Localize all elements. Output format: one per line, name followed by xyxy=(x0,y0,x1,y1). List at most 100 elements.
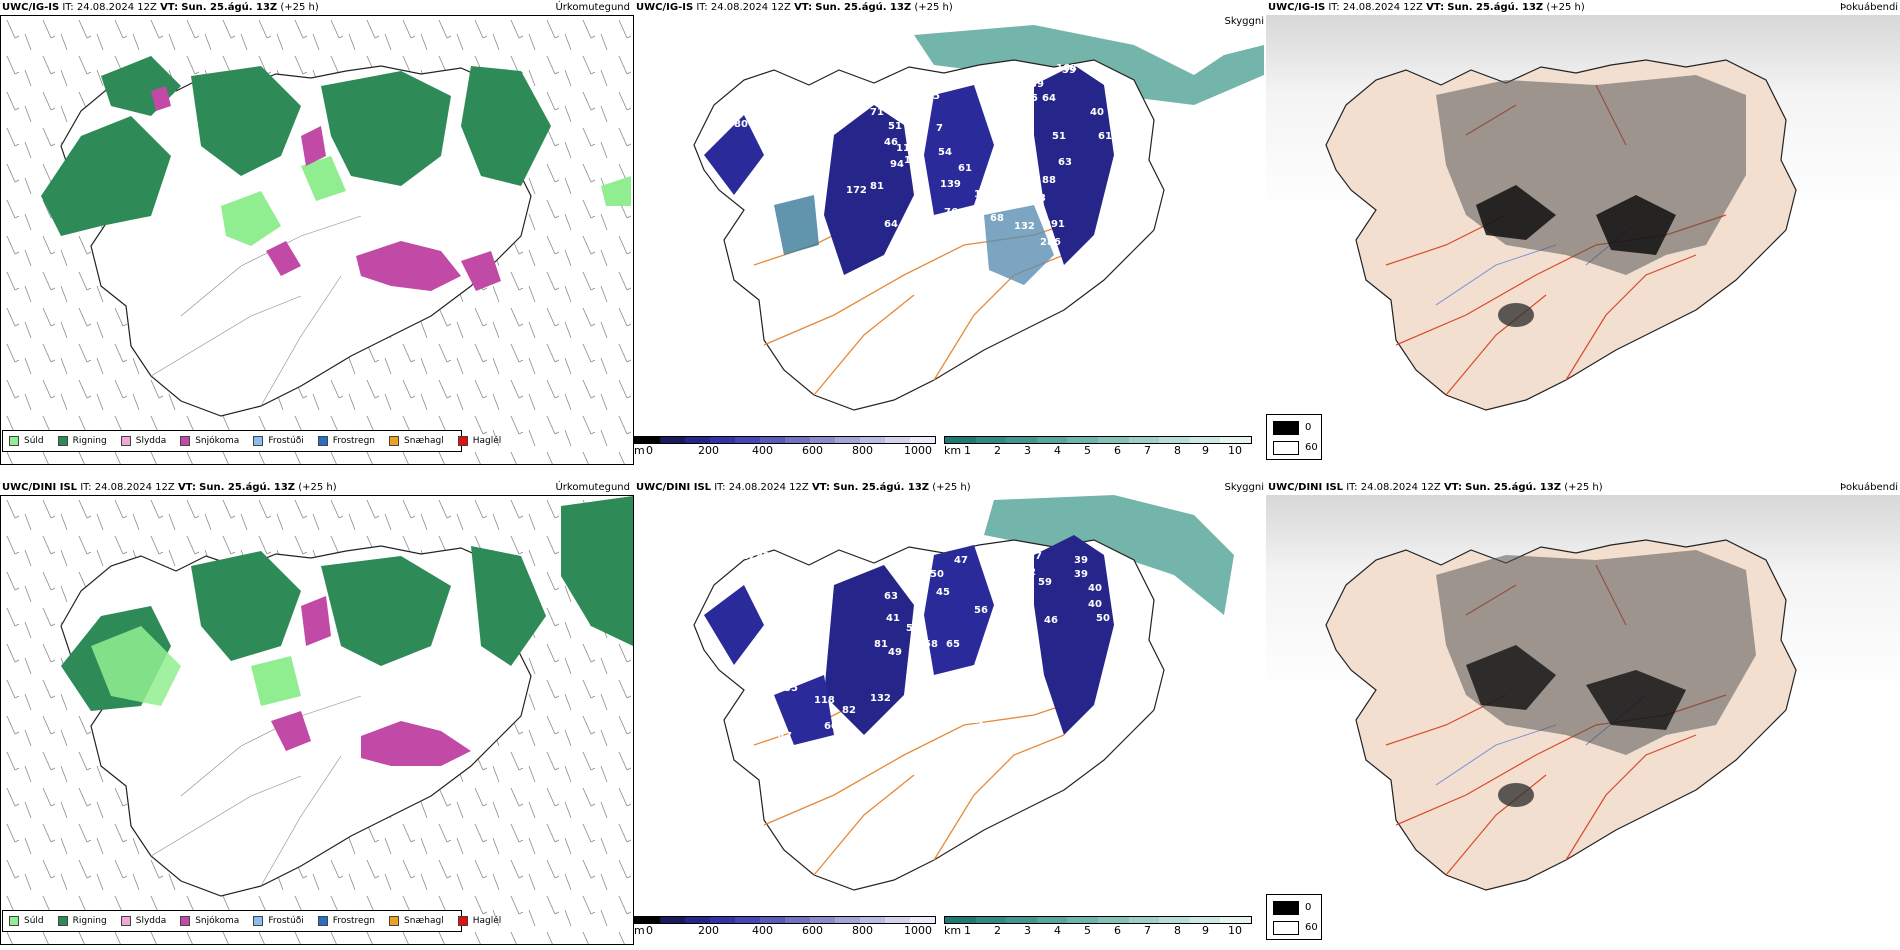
row2-visibility-title: Skyggni xyxy=(1224,482,1264,493)
legend-item: Frostúði xyxy=(253,436,304,446)
visibility-value: 84 xyxy=(730,539,744,550)
legend-item: Frostregn xyxy=(317,436,375,446)
visibility-value: 82 xyxy=(756,551,770,562)
visibility-value: 58 xyxy=(924,639,938,650)
legend-item: Haglél xyxy=(457,916,501,926)
legend-item: Snjókoma xyxy=(180,436,239,446)
row2-fog-legend: 0 60 xyxy=(1266,894,1322,940)
elevation-unit: m xyxy=(634,924,645,937)
visibility-value: 52 xyxy=(940,81,954,92)
visibility-value: 55 xyxy=(784,683,798,694)
visibility-value: 40 xyxy=(1090,107,1104,118)
row1-precip-panel: UWC/IG-IS IT: 24.08.2024 12Z VT: Sun. 25… xyxy=(0,0,634,466)
visibility-value: 52 xyxy=(1022,567,1036,578)
row1-visibility-title: Skyggni xyxy=(1224,16,1264,27)
visibility-value: 103 xyxy=(1016,723,1037,734)
fog-swatch-60 xyxy=(1273,441,1299,455)
visibility-value: 63 xyxy=(1058,157,1072,168)
visibility-value: 40 xyxy=(1088,583,1102,594)
row2-visibility-colorbar: km 1 2 3 4 5 6 7 8 9 10 xyxy=(944,916,1252,938)
row1-visibility-header: UWC/IG-IS IT: 24.08.2024 12Z VT: Sun. 25… xyxy=(636,2,953,13)
visibility-value: 62 xyxy=(1170,137,1184,148)
visibility-value: 68 xyxy=(990,213,1004,224)
elevation-bar xyxy=(634,916,936,924)
visibility-unit: km xyxy=(944,924,962,937)
legend-item: Snæhagl xyxy=(389,916,444,926)
row2-fog-header: UWC/DINI ISL IT: 24.08.2024 12Z VT: Sun.… xyxy=(1268,482,1603,493)
visibility-value: 47 xyxy=(778,731,792,742)
visibility-value: 56 xyxy=(974,605,988,616)
visibility-value: 82 xyxy=(742,551,756,562)
visibility-value: 93 xyxy=(1032,193,1046,204)
row1-visibility-panel: UWC/IG-IS IT: 24.08.2024 12Z VT: Sun. 25… xyxy=(634,0,1266,470)
visibility-value: 93 xyxy=(892,707,906,718)
visibility-value: 89 xyxy=(1086,63,1100,74)
row1-visibility-colorbar: km 1 2 3 4 5 6 7 8 9 10 xyxy=(944,436,1252,458)
visibility-value: 179 xyxy=(1108,219,1129,230)
visibility-value: 63 xyxy=(1120,561,1134,572)
row2-visibility-values: 84 82 84 82 55 63 50 45 47 37 52 59 39 3… xyxy=(708,539,1135,748)
visibility-value: 94 xyxy=(890,159,904,170)
visibility-value: 65 xyxy=(946,639,960,650)
visibility-value: 88 xyxy=(1042,175,1056,186)
row2-visibility-map: 84 82 84 82 55 63 50 45 47 37 52 59 39 3… xyxy=(693,495,1234,891)
elevation-unit: m xyxy=(634,444,645,457)
row2-precip-title: Úrkomutegund xyxy=(555,482,630,493)
row2-visibility-header: UWC/DINI ISL IT: 24.08.2024 12Z VT: Sun.… xyxy=(636,482,971,493)
visibility-value: 38 xyxy=(1132,119,1146,130)
fog-swatch-0 xyxy=(1273,421,1299,435)
visibility-value: 127 xyxy=(974,189,995,200)
legend-item: Súld xyxy=(9,436,44,446)
visibility-value: 51 xyxy=(1052,131,1066,142)
visibility-value: 155 xyxy=(1114,713,1135,724)
visibility-value: 118 xyxy=(814,695,835,706)
visibility-value: 54 xyxy=(938,147,952,158)
visibility-value: 37 xyxy=(1028,551,1042,562)
visibility-value: 100 xyxy=(980,675,1001,686)
visibility-value: 39 xyxy=(1074,555,1088,566)
visibility-bar xyxy=(944,436,1252,444)
visibility-value: 46 xyxy=(1044,615,1058,626)
visibility-value: 69 xyxy=(730,69,744,80)
row1-precip-map-frame xyxy=(0,15,634,465)
visibility-value: 118 xyxy=(1096,239,1117,250)
fog-swatch-60 xyxy=(1273,921,1299,935)
visibility-value: 11 xyxy=(896,143,910,154)
visibility-value: 49 xyxy=(888,647,902,658)
visibility-value: 45 xyxy=(936,587,950,598)
visibility-value: 45 xyxy=(926,91,940,102)
visibility-value: 54 xyxy=(896,107,910,118)
row1-fog-legend: 0 60 xyxy=(1266,414,1322,460)
visibility-value: 64 xyxy=(884,219,898,230)
row1-fog-map xyxy=(1266,15,1900,411)
visibility-value: 58 xyxy=(1118,87,1132,98)
legend-item: Frostúði xyxy=(253,916,304,926)
row1-precip-legend: Súld Rigning Slydda Snjókoma Frostúði Fr… xyxy=(2,430,501,452)
visibility-value: 50 xyxy=(1096,613,1110,624)
visibility-value: 63 xyxy=(884,591,898,602)
visibility-value: 82 xyxy=(842,705,856,716)
visibility-value: 81 xyxy=(874,639,888,650)
visibility-value: 101 xyxy=(958,715,979,726)
visibility-value: 70 xyxy=(706,69,720,80)
row2-visibility-panel: UWC/DINI ISL IT: 24.08.2024 12Z VT: Sun.… xyxy=(634,480,1266,950)
row1-fog-header: UWC/IG-IS IT: 24.08.2024 12Z VT: Sun. 25… xyxy=(1268,2,1585,13)
visibility-value: 55 xyxy=(696,97,710,108)
visibility-value: 71 xyxy=(746,99,760,110)
visibility-value: 61 xyxy=(958,163,972,174)
visibility-unit: km xyxy=(944,444,962,457)
row2-precip-panel: UWC/DINI ISL IT: 24.08.2024 12Z VT: Sun.… xyxy=(0,480,634,946)
row2-elevation-colorbar: m 0 200 400 600 800 1000 xyxy=(634,916,936,938)
row2-fog-title: Þokuábendi xyxy=(1840,482,1899,493)
visibility-value: 63 xyxy=(874,725,888,736)
visibility-value: 71 xyxy=(870,107,884,118)
legend-item: Súld xyxy=(9,916,44,926)
visibility-value: 60 xyxy=(824,721,838,732)
visibility-value: 44 xyxy=(794,189,808,200)
visibility-value: 139 xyxy=(940,179,961,190)
visibility-value: 168 xyxy=(1056,63,1077,74)
row1-precip-title: Úrkomutegund xyxy=(555,2,630,13)
row1-fog-title: Þokuábendi xyxy=(1840,2,1899,13)
row1-fog-panel: UWC/IG-IS IT: 24.08.2024 12Z VT: Sun. 25… xyxy=(1266,0,1900,470)
row2-precip-header: UWC/DINI ISL IT: 24.08.2024 12Z VT: Sun.… xyxy=(2,482,337,493)
